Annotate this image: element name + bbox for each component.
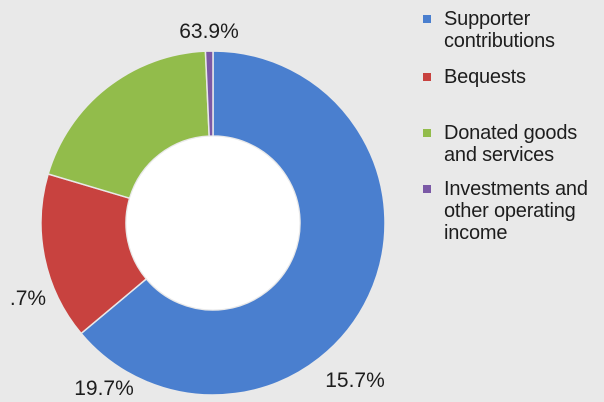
legend-swatch-bequests [423, 73, 431, 81]
data-label-investments: .7% [10, 287, 46, 310]
legend-item-donated-goods: Donated goods and services [423, 122, 601, 166]
data-label-bequests: 15.7% [325, 369, 385, 392]
legend-swatch-investments [423, 185, 431, 193]
donut-slice-supporter-contributions [80, 50, 386, 396]
legend-item-investments: Investments and other operating income [423, 178, 601, 244]
legend-item-supporter-contributions: Supporter contributions [423, 8, 601, 52]
legend-label-investments: Investments and other operating income [444, 178, 588, 244]
legend-label-supporter-contributions: Supporter contributions [444, 8, 555, 52]
legend-label-bequests: Bequests [444, 66, 526, 88]
data-label-supporter-contributions: 63.9% [179, 20, 239, 43]
donut-slice-donated-goods [47, 50, 210, 200]
legend-label-donated-goods: Donated goods and services [444, 122, 578, 166]
donut-slice-investments [204, 50, 214, 137]
legend-swatch-supporter-contributions [423, 15, 431, 23]
donut-hole [126, 136, 300, 310]
donut-slices [40, 50, 386, 396]
legend-item-bequests: Bequests [423, 66, 601, 88]
legend-swatch-donated-goods [423, 129, 431, 137]
data-label-donated-goods: 19.7% [74, 377, 134, 400]
chart-legend: Supporter contributions Bequests Donated… [423, 8, 601, 244]
